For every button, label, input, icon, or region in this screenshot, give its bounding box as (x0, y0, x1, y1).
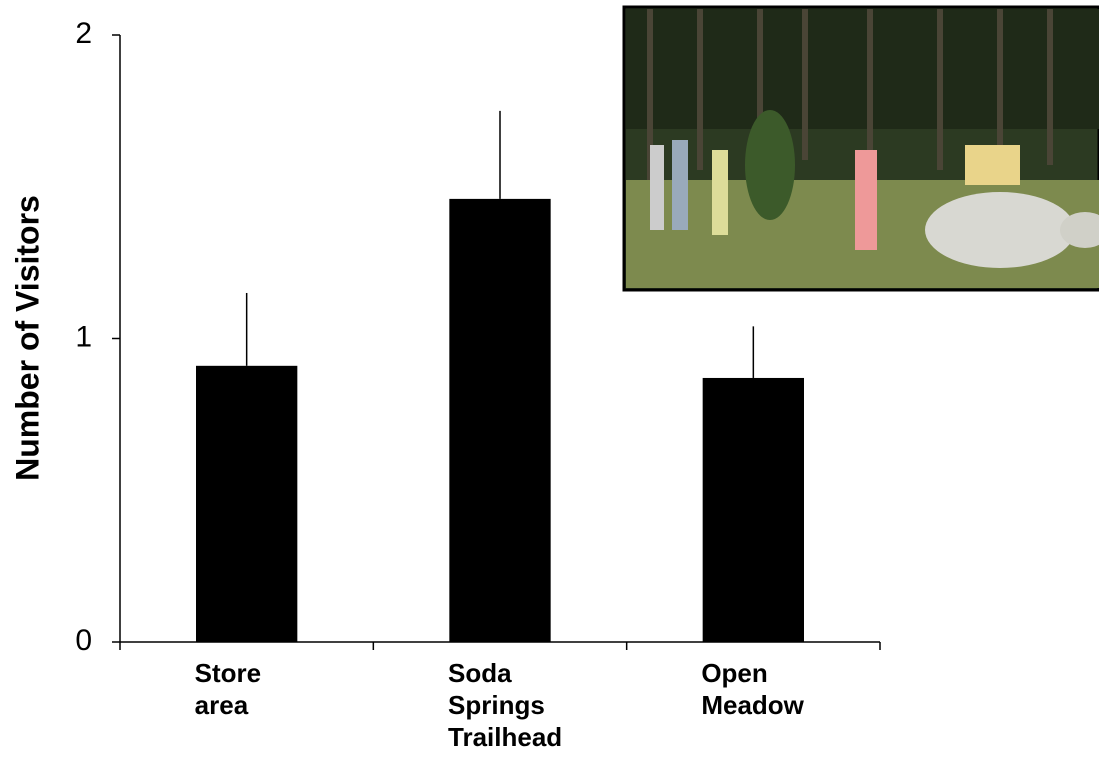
photo-rock (1060, 212, 1099, 248)
photo-tree (745, 110, 795, 220)
x-tick-label: Store area (194, 658, 262, 720)
y-tick-label: 1 (75, 320, 92, 353)
y-axis-label: Number of Visitors (9, 195, 45, 481)
photo (622, 5, 1099, 292)
bar (702, 377, 804, 642)
y-tick-label: 2 (75, 17, 92, 50)
y-tick-label: 0 (75, 624, 92, 657)
photo-trunks (647, 9, 1053, 180)
x-tick-label: Open Meadow (701, 658, 804, 720)
bar (449, 198, 551, 642)
x-tick-label: Soda Springs Trailhead (448, 658, 563, 752)
photo-forest (626, 9, 1099, 129)
bar (196, 365, 298, 642)
photo-rock (925, 192, 1075, 268)
photo-people (650, 140, 1020, 250)
